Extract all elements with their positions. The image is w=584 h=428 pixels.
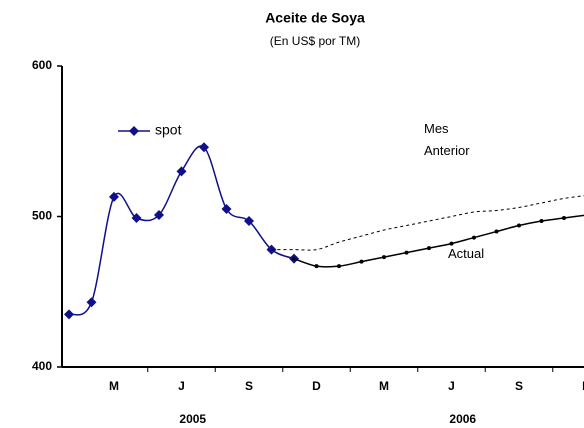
x-tick-label: D bbox=[312, 379, 321, 393]
legend-marker bbox=[129, 126, 139, 136]
marker bbox=[382, 255, 386, 260]
marker bbox=[494, 229, 499, 234]
x-tick-label: M bbox=[109, 379, 119, 393]
marker bbox=[314, 264, 319, 269]
x-tick-label: M bbox=[379, 379, 389, 393]
marker bbox=[427, 246, 431, 251]
marker bbox=[176, 166, 187, 177]
y-tick-label: 500 bbox=[32, 209, 52, 223]
marker bbox=[449, 241, 454, 246]
year-label: 2006 bbox=[449, 412, 476, 426]
y-tick-label: 600 bbox=[32, 58, 52, 72]
series-line bbox=[293, 214, 584, 268]
marker bbox=[244, 216, 254, 227]
x-tick-label: D bbox=[582, 379, 584, 393]
series-label: Actual bbox=[448, 246, 485, 261]
marker bbox=[154, 209, 164, 220]
x-tick-label: S bbox=[515, 379, 523, 393]
legend-label: spot bbox=[155, 122, 182, 138]
chart-subtitle: (En US$ por TM) bbox=[270, 34, 360, 48]
marker bbox=[539, 219, 544, 224]
marker bbox=[562, 216, 566, 221]
marker bbox=[292, 256, 296, 261]
x-tick-label: S bbox=[245, 379, 253, 393]
marker bbox=[221, 203, 232, 214]
marker bbox=[337, 264, 341, 269]
y-tick-label: 400 bbox=[32, 359, 52, 373]
marker bbox=[199, 142, 209, 153]
series-line bbox=[271, 195, 584, 251]
x-tick-label: J bbox=[178, 379, 185, 393]
marker bbox=[404, 250, 409, 255]
marker bbox=[64, 309, 74, 320]
year-label: 2005 bbox=[179, 412, 206, 426]
marker bbox=[109, 191, 119, 202]
marker bbox=[359, 259, 364, 264]
x-tick-label: J bbox=[448, 379, 455, 393]
marker bbox=[472, 235, 476, 240]
chart-title: Aceite de Soya bbox=[265, 10, 365, 26]
marker bbox=[86, 297, 97, 308]
series-label: Mes Anterior bbox=[424, 121, 470, 158]
marker bbox=[131, 213, 142, 224]
marker bbox=[517, 223, 521, 228]
